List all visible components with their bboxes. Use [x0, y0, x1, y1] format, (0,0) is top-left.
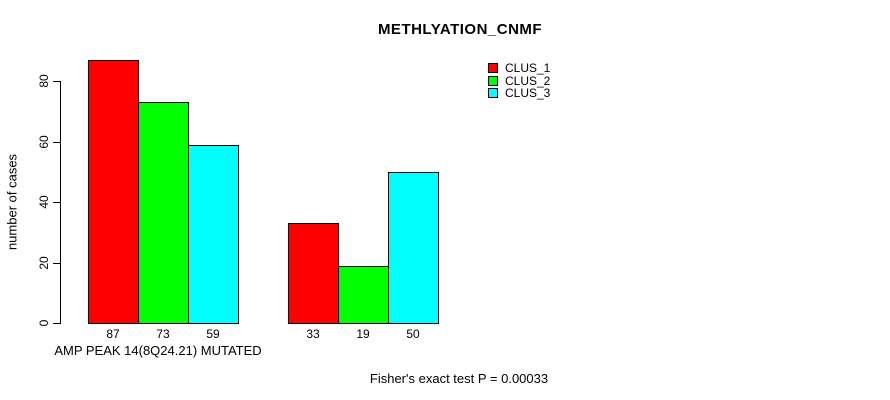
footnote-text: Fisher's exact test P = 0.00033 [369, 371, 549, 386]
y-tick-mark [53, 263, 60, 264]
bar-clus_2-group1 [138, 102, 189, 324]
chart-title: METHLYATION_CNMF [377, 21, 543, 38]
bar-value-label: 73 [156, 327, 170, 341]
y-tick-mark [53, 81, 60, 82]
bar-value-label: 50 [406, 327, 420, 341]
y-tick-mark [53, 202, 60, 203]
legend-swatch [488, 75, 498, 86]
bar-value-label: 33 [306, 327, 320, 341]
legend-item-clus_2: CLUS_2 [488, 73, 551, 88]
y-tick-label: 20 [37, 256, 51, 270]
y-tick-label: 0 [37, 319, 51, 327]
bar-value-label: 87 [106, 327, 120, 341]
legend-swatch [488, 88, 498, 99]
legend-item-clus_1: CLUS_1 [488, 61, 551, 76]
legend-label: CLUS_2 [505, 73, 551, 88]
y-tick-label: 80 [37, 74, 51, 88]
legend-swatch [488, 63, 498, 74]
bar-value-label: 59 [206, 327, 220, 341]
bar-clus_3-group2 [388, 172, 439, 324]
y-tick-mark [53, 323, 60, 324]
bar-clus_3-group1 [188, 145, 239, 324]
y-axis-label: number of cases [4, 153, 20, 251]
y-axis-line [60, 81, 61, 324]
legend-item-clus_3: CLUS_3 [488, 86, 551, 101]
bar-value-label: 19 [356, 327, 370, 341]
y-tick-mark [53, 142, 60, 143]
bar-clus_1-group2 [288, 223, 339, 324]
y-tick-label: 40 [37, 195, 51, 209]
legend-label: CLUS_3 [505, 86, 551, 101]
y-tick-label: 60 [37, 135, 51, 149]
legend: CLUS_1 CLUS_2 CLUS_3 [488, 61, 551, 101]
x-axis-label: AMP PEAK 14(8Q24.21) MUTATED [54, 343, 262, 358]
legend-label: CLUS_1 [505, 61, 551, 76]
bar-clus_1-group1 [88, 60, 139, 324]
bar-clus_2-group2 [338, 266, 389, 324]
